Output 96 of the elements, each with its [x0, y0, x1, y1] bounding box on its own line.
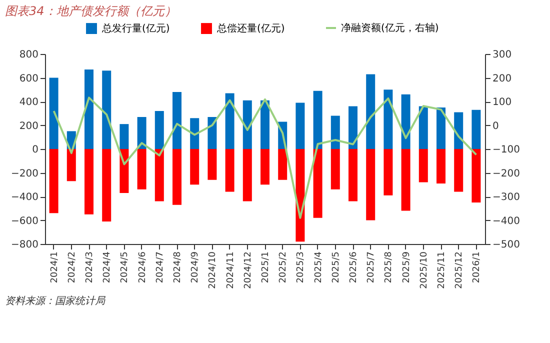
- bar: [154, 149, 164, 202]
- bar: [330, 149, 340, 190]
- bar: [84, 69, 94, 149]
- y2-tick-label: 200: [492, 73, 512, 84]
- x-tick-label: 2024/5: [120, 252, 130, 284]
- bar: [242, 149, 252, 202]
- y-tick-label: 400: [19, 97, 38, 108]
- line-series: [52, 96, 478, 219]
- bar: [313, 90, 322, 149]
- y2-tick-label: −100: [492, 144, 520, 156]
- bar: [330, 116, 340, 149]
- y2-tick-label: −200: [492, 168, 520, 180]
- bar: [84, 149, 94, 214]
- bar: [190, 118, 200, 149]
- bar: [49, 149, 58, 214]
- bar: [137, 116, 146, 149]
- x-tick-label: 2024/10: [208, 251, 218, 289]
- x-tick-label: 2024/7: [155, 252, 166, 284]
- x-tick-label: 2025/3: [296, 252, 306, 284]
- bar: [102, 70, 112, 149]
- x-tick-label: 2024/1: [50, 252, 60, 284]
- bar: [472, 110, 481, 149]
- y-tick-label: −600: [11, 216, 38, 227]
- bar: [172, 92, 182, 149]
- bar: [190, 149, 200, 185]
- y2-tick-label: 0: [492, 120, 499, 132]
- bar: [454, 149, 464, 192]
- x-tick-label: 2026/1: [472, 252, 482, 284]
- y-tick-label: −400: [11, 192, 38, 203]
- bar: [225, 93, 234, 149]
- bar: [436, 149, 446, 184]
- x-tick-label: 2024/6: [138, 251, 148, 284]
- bar: [454, 112, 464, 149]
- x-tick-label: 2024/2: [67, 252, 78, 284]
- legend-label: 总发行量(亿元): [101, 22, 170, 35]
- bar: [137, 149, 146, 190]
- bar: [296, 149, 305, 242]
- bar: [208, 116, 217, 149]
- y2-tick-label: 300: [492, 50, 512, 60]
- x-tick-label: 2025/2: [278, 252, 289, 284]
- x-tick-label: 2025/10: [419, 251, 430, 289]
- bar: [154, 111, 164, 149]
- x-tick-label: 2025/4: [314, 251, 324, 284]
- bar: [472, 149, 481, 202]
- x-tick-label: 2025/12: [454, 252, 465, 289]
- bar: [348, 149, 358, 202]
- y2-tick-label: −400: [492, 216, 520, 227]
- legend-label: 总偿还量(亿元): [216, 22, 285, 35]
- y-tick-label: 600: [19, 73, 38, 84]
- bar: [278, 149, 288, 180]
- bar: [172, 149, 182, 205]
- bar: [208, 149, 217, 180]
- bar: [366, 74, 376, 149]
- bar: [401, 149, 410, 211]
- bar: [418, 106, 428, 149]
- bar: [366, 149, 376, 220]
- y-tick-label: 800: [19, 50, 38, 60]
- bar: [49, 78, 58, 149]
- bar: [348, 106, 358, 149]
- x-tick-label: 2024/12: [243, 252, 254, 289]
- bar: [401, 94, 410, 149]
- x-tick-label: 2024/8: [173, 251, 183, 284]
- bar: [120, 124, 129, 149]
- x-tick-label: 2025/7: [366, 252, 377, 284]
- y-tick-label: 200: [19, 120, 38, 132]
- bar: [242, 100, 252, 149]
- y-tick-label: 0: [32, 144, 38, 156]
- y-tick-label: −800: [11, 240, 38, 250]
- x-tick-label: 2025/11: [437, 252, 447, 289]
- x-tick-label: 2025/8: [384, 251, 394, 284]
- x-tick-label: 2025/9: [402, 251, 412, 284]
- bar: [102, 149, 112, 222]
- x-tick-label: 2024/3: [85, 252, 95, 284]
- y2-tick-label: 100: [492, 97, 512, 108]
- x-tick-label: 2024/9: [190, 251, 201, 284]
- y2-tick-label: −500: [492, 240, 520, 250]
- x-tick-label: 2024/11: [226, 252, 236, 289]
- x-tick-label: 2024/4: [102, 251, 113, 284]
- bar: [384, 149, 393, 196]
- bar: [418, 149, 428, 182]
- legend-label: 净融资额(亿元，右轴): [341, 22, 439, 34]
- bar: [225, 149, 234, 192]
- x-tick-label: 2025/5: [331, 252, 342, 284]
- text: 资料来源：国家统计局: [5, 295, 106, 307]
- bar: [384, 90, 393, 149]
- bar: [313, 149, 322, 218]
- chart-title: 图表34：地产债发行额（亿元）: [5, 4, 176, 18]
- bar: [66, 149, 76, 182]
- bar: [296, 102, 305, 149]
- bar: [260, 100, 270, 149]
- bar: [260, 149, 270, 185]
- x-tick-label: 2025/6: [349, 251, 359, 284]
- bar: [436, 107, 446, 149]
- y-tick-label: −200: [11, 168, 38, 180]
- y2-tick-label: −300: [492, 192, 520, 203]
- x-tick-label: 2025/1: [261, 252, 271, 284]
